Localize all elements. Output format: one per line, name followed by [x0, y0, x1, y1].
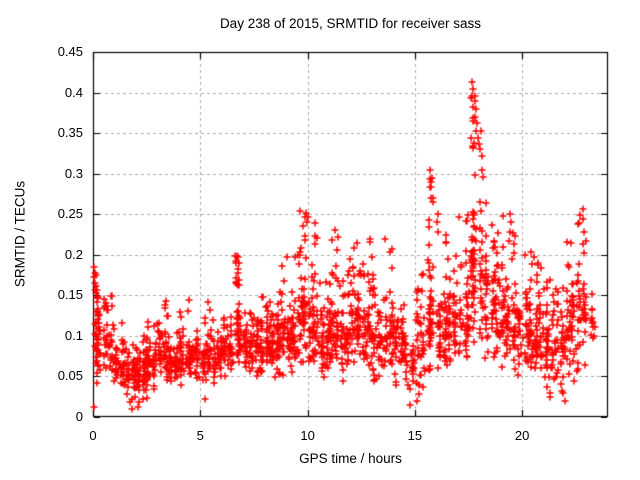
- x-tick-label: 15: [407, 428, 423, 443]
- y-tick-label: 0.25: [57, 206, 83, 222]
- y-tick-label: 0.45: [57, 44, 83, 59]
- chart-title: Day 238 of 2015, SRMTID for receiver sas…: [219, 16, 482, 31]
- y-tick-label: 0.1: [64, 327, 83, 343]
- x-tick-label: 5: [196, 428, 204, 443]
- y-axis-label: SRMTID / TECUs: [12, 180, 28, 288]
- y-tick-label: 0.05: [57, 368, 83, 384]
- y-tick-label: 0.4: [64, 84, 83, 100]
- y-tick-label: 0.35: [57, 125, 83, 141]
- x-tick-label: 20: [514, 428, 530, 443]
- x-tick-label: 10: [300, 428, 315, 443]
- y-tick-label: 0.15: [57, 287, 83, 303]
- y-tick-label: 0.3: [64, 165, 83, 181]
- x-axis-label: GPS time / hours: [299, 451, 402, 466]
- y-tick-label: 0: [75, 409, 83, 424]
- x-tick-label: 0: [89, 428, 97, 443]
- y-tick-label: 0.2: [64, 246, 83, 262]
